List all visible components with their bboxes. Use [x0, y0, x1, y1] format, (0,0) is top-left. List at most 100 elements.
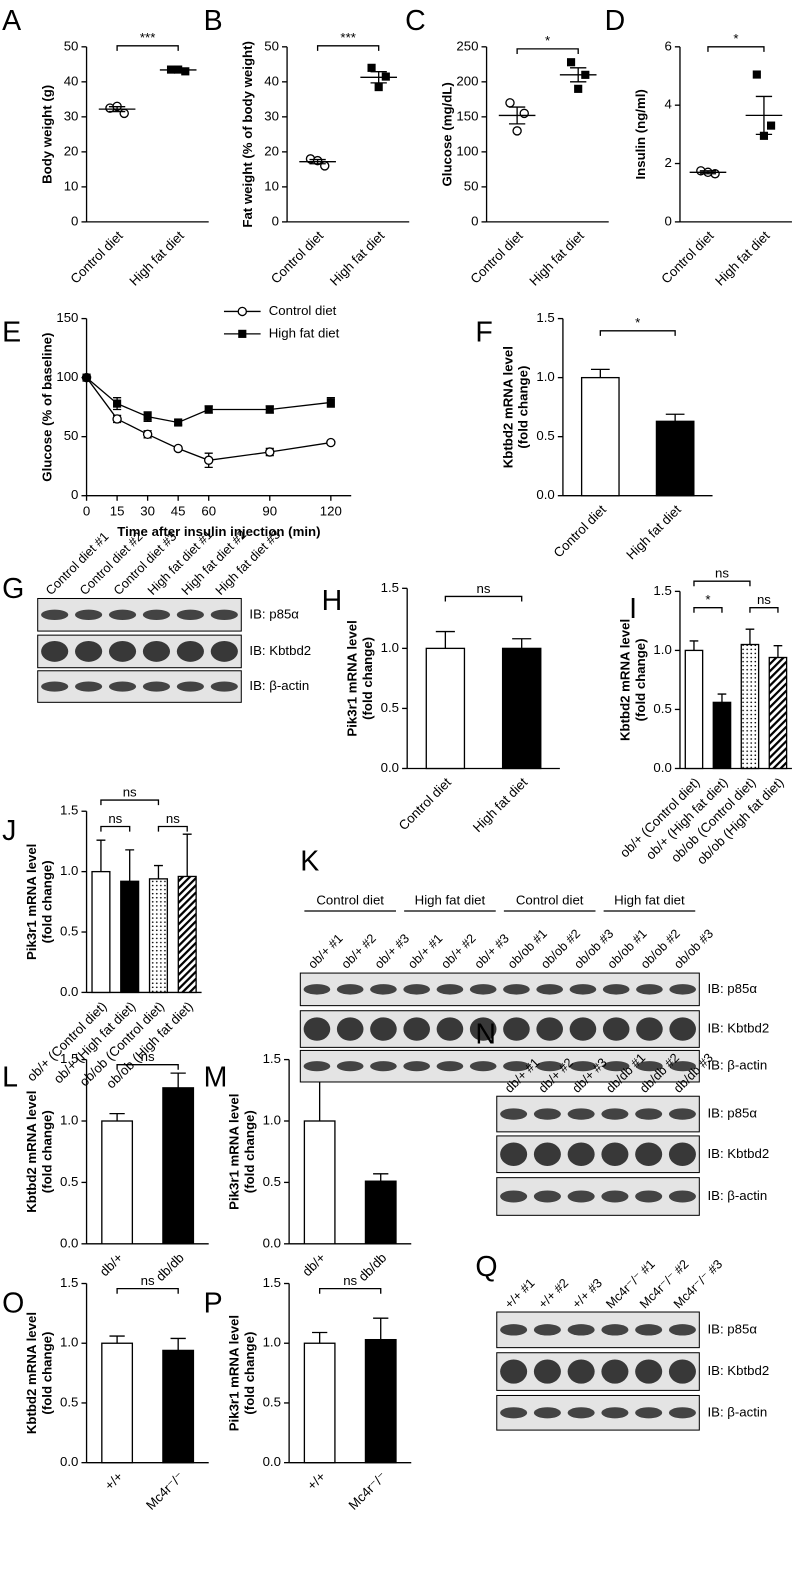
- panel-letter: K: [300, 846, 319, 878]
- blot-strip: [37, 670, 242, 703]
- point: [174, 418, 183, 427]
- y-axis-title: (fold change): [242, 1110, 257, 1193]
- significance-bracket: [316, 45, 380, 51]
- band: [668, 1359, 696, 1384]
- band: [567, 1407, 595, 1419]
- y-tick-label: 150: [56, 310, 78, 325]
- y-tick-label: 1.5: [381, 580, 399, 595]
- band: [436, 984, 464, 995]
- significance-bracket: [693, 606, 723, 613]
- band: [601, 1108, 629, 1120]
- y-axis-title: (fold change): [39, 1110, 54, 1193]
- blot-label: IB: Kbtbd2: [707, 1363, 769, 1378]
- point: [574, 84, 583, 93]
- band: [669, 1061, 696, 1072]
- y-tick-label: 1.0: [653, 642, 671, 657]
- point: [113, 399, 122, 408]
- error-bar: [773, 645, 783, 658]
- blot-strip: [496, 1311, 700, 1349]
- blot-strip: [496, 1135, 700, 1174]
- error-bar: [153, 864, 163, 879]
- y-tick-label: 0.0: [381, 760, 399, 775]
- band: [602, 1061, 630, 1072]
- point: [173, 443, 183, 454]
- y-tick-label: 250: [456, 38, 478, 53]
- y-axis-title: Fat weight (% of body weight): [240, 41, 255, 228]
- y-axis-title: (fold change): [39, 860, 54, 943]
- point: [326, 398, 335, 407]
- band: [636, 1061, 663, 1072]
- y-axis-title: (fold change): [633, 638, 648, 721]
- blot-label: IB: β-actin: [707, 1188, 767, 1203]
- y-tick-label: 1.5: [60, 1275, 78, 1290]
- x-tick-label: High fat diet: [623, 502, 684, 563]
- band: [669, 984, 696, 995]
- band: [569, 984, 597, 995]
- x-tick-label: 0: [83, 503, 90, 518]
- band: [635, 1108, 663, 1120]
- band: [601, 1407, 629, 1419]
- band: [469, 1017, 497, 1041]
- blot-label: IB: p85α: [249, 606, 299, 621]
- sem-bar: [570, 67, 587, 83]
- significance-bracket: [100, 825, 131, 832]
- x-tick-label: High fat diet: [470, 774, 531, 835]
- band: [533, 1190, 561, 1203]
- band: [336, 1017, 364, 1041]
- band: [601, 1324, 629, 1336]
- point: [759, 131, 769, 140]
- blot-label: IB: β-actin: [249, 678, 309, 693]
- error-bar: [373, 1173, 389, 1182]
- band: [668, 1324, 696, 1336]
- panel-letter: Q: [475, 1251, 497, 1283]
- band: [336, 984, 364, 995]
- sem-bar: [108, 106, 126, 113]
- panel-letter: M: [204, 1061, 228, 1093]
- significance-label: ns: [757, 592, 771, 607]
- x-tick-label: 30: [140, 503, 155, 518]
- significance-bracket: [318, 1287, 382, 1294]
- panel-letter: H: [322, 585, 343, 617]
- panel-letter: B: [204, 5, 223, 37]
- x-tick-label: Mc4r⁻/⁻: [346, 1469, 390, 1513]
- band: [533, 1324, 561, 1336]
- error-bar: [170, 1337, 186, 1351]
- y-tick-label: 0.0: [263, 1235, 281, 1250]
- bar: [364, 1180, 397, 1245]
- significance-bracket: [516, 48, 579, 54]
- point: [119, 108, 129, 119]
- x-tick-label: db/db: [355, 1250, 389, 1284]
- band: [635, 1407, 663, 1419]
- significance-label: *: [733, 31, 738, 46]
- blot-label: IB: β-actin: [707, 1058, 767, 1073]
- bar: [684, 649, 704, 770]
- band: [403, 984, 430, 995]
- group-label: Control diet: [516, 892, 584, 907]
- y-tick-label: 4: [664, 97, 671, 112]
- band: [370, 1017, 397, 1041]
- y-tick-label: 0.5: [60, 1174, 78, 1189]
- bar: [162, 1349, 195, 1464]
- panel-letter: G: [2, 573, 24, 605]
- band: [403, 1061, 430, 1072]
- blot-label: IB: β-actin: [707, 1404, 767, 1419]
- y-tick-label: 0.5: [60, 924, 78, 939]
- point: [326, 437, 336, 448]
- y-tick-label: 0.5: [263, 1394, 281, 1409]
- x-tick-label: 60: [201, 503, 216, 518]
- band: [503, 1061, 530, 1072]
- significance-label: *: [705, 592, 710, 607]
- blot-label: IB: Kbtbd2: [707, 1146, 769, 1161]
- y-tick-label: 30: [64, 108, 79, 123]
- x-tick-label: High fat diet: [526, 228, 587, 289]
- significance-bracket: [693, 580, 751, 587]
- panel-letter: E: [2, 316, 21, 348]
- band: [668, 1190, 696, 1203]
- lane-label: ob/+ #1: [404, 931, 445, 972]
- error-bar: [109, 1335, 125, 1344]
- error-bar: [96, 839, 106, 872]
- error-bar: [689, 640, 699, 651]
- band: [668, 1142, 696, 1166]
- band: [142, 609, 171, 620]
- y-tick-label: 1.0: [263, 1113, 281, 1128]
